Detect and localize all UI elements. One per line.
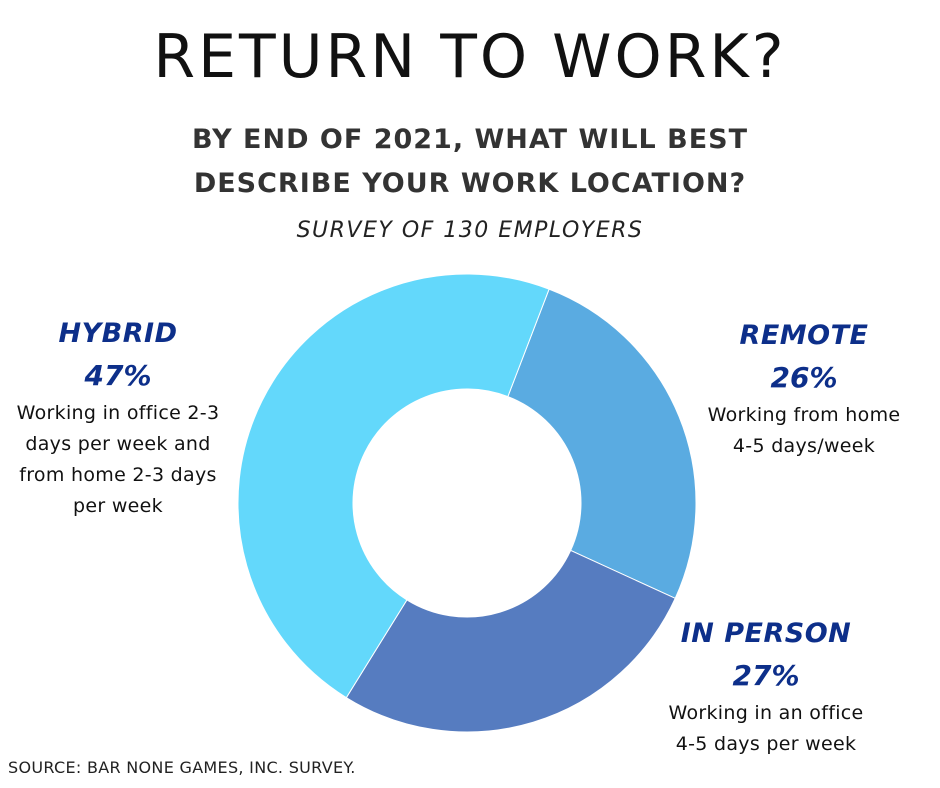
label-remote-name: REMOTE xyxy=(739,320,869,351)
label-in-person-description: Working in an office 4-5 days per week xyxy=(648,698,884,760)
subtitle-line-1: BY END OF 2021, WHAT WILL BEST xyxy=(191,124,749,155)
label-remote-desc-line: Working from home xyxy=(707,404,901,426)
label-remote: REMOTE 26% Working from home 4-5 days/we… xyxy=(690,320,918,462)
label-hybrid-desc-line: per week xyxy=(73,495,163,517)
chart-subtitle: BY END OF 2021, WHAT WILL BEST DESCRIBE … xyxy=(150,118,790,206)
donut-slice-in-person xyxy=(345,549,676,733)
survey-note: SURVEY OF 130 EMPLOYERS xyxy=(296,218,644,243)
label-remote-value: 26% xyxy=(770,361,838,394)
label-remote-desc-line: 4-5 days/week xyxy=(732,435,876,457)
label-hybrid-name: HYBRID xyxy=(58,318,178,349)
label-hybrid-value: 47% xyxy=(84,359,152,392)
label-in-person-value: 27% xyxy=(732,659,800,692)
label-remote-description: Working from home 4-5 days/week xyxy=(690,400,918,462)
label-in-person-name: IN PERSON xyxy=(680,618,852,649)
label-hybrid: HYBRID 47% Working in office 2-3 days pe… xyxy=(2,318,234,522)
donut-slice-remote xyxy=(507,288,697,599)
label-in-person: IN PERSON 27% Working in an office 4-5 d… xyxy=(648,618,884,760)
label-hybrid-desc-line: from home 2-3 days xyxy=(19,464,217,486)
chart-title: RETURN TO WORK? xyxy=(153,22,787,92)
donut-slice-hybrid xyxy=(237,273,550,699)
label-in-person-desc-line: 4-5 days per week xyxy=(675,733,857,755)
label-hybrid-desc-line: Working in office 2-3 xyxy=(16,402,220,424)
label-hybrid-description: Working in office 2-3 days per week and … xyxy=(2,398,234,522)
subtitle-line-2: DESCRIBE YOUR WORK LOCATION? xyxy=(193,168,747,199)
source-note: SOURCE: BAR NONE GAMES, INC. SURVEY. xyxy=(8,758,356,777)
label-hybrid-desc-line: days per week and xyxy=(25,433,211,455)
label-in-person-desc-line: Working in an office xyxy=(668,702,864,724)
